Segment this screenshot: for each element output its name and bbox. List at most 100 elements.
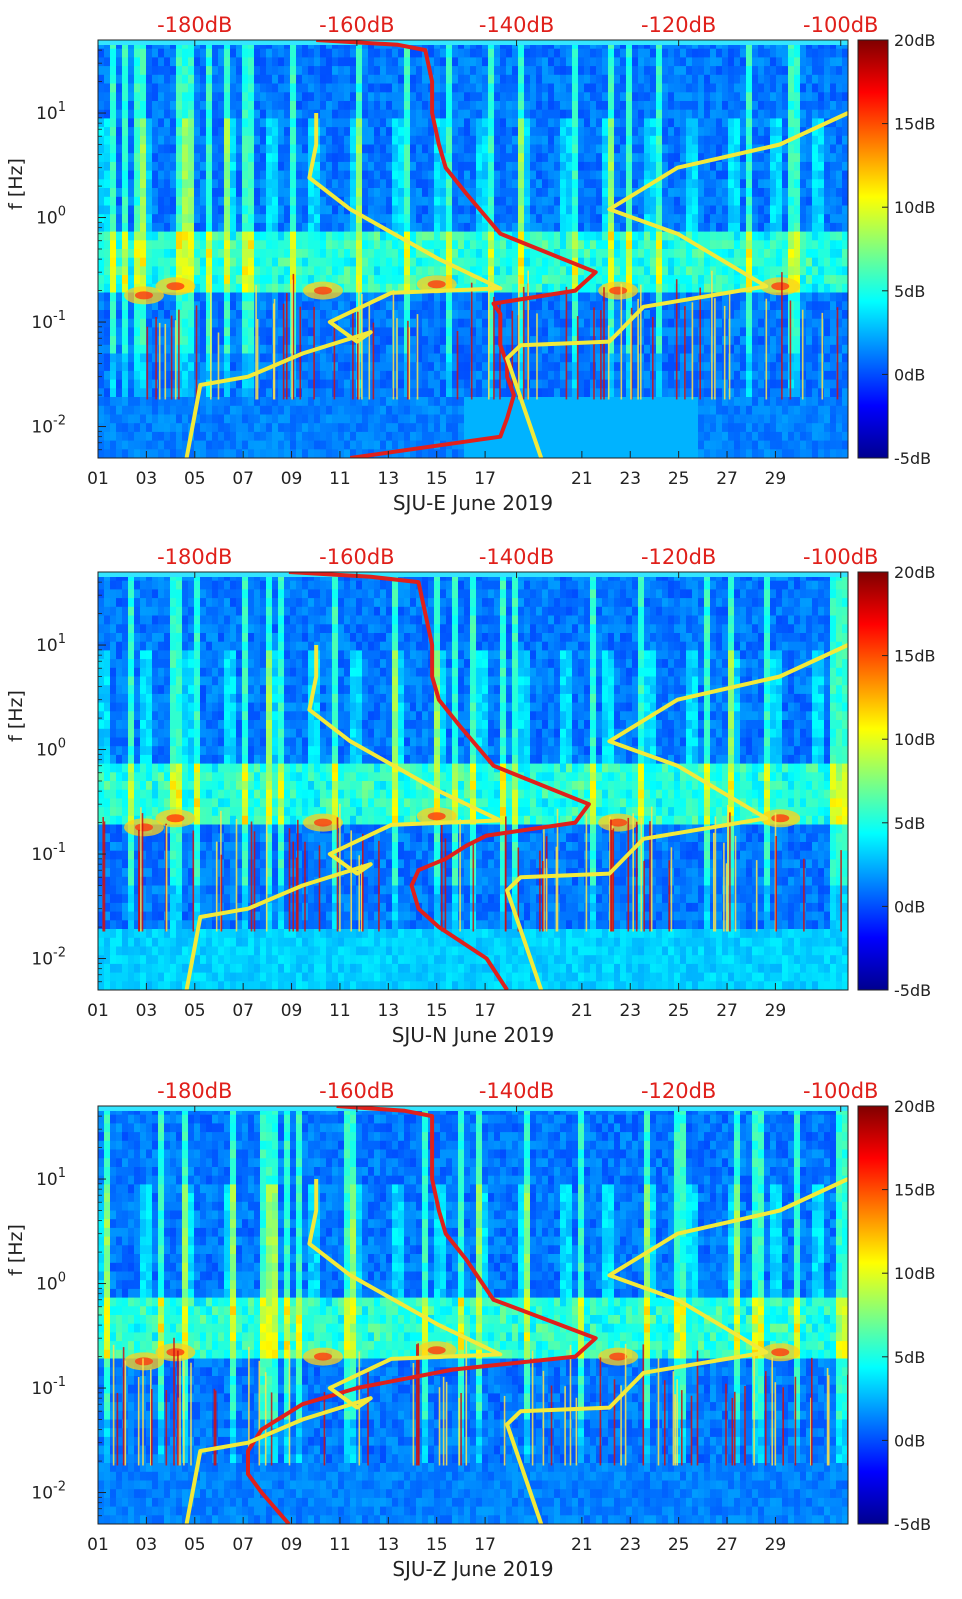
x-tick-label: 05 xyxy=(184,1001,206,1021)
nlnm-curve xyxy=(184,1179,503,1524)
nlnm-curve xyxy=(184,113,503,458)
nhnm-curve xyxy=(505,643,848,990)
top-db-tick-label: -180dB xyxy=(157,545,232,569)
top-db-tick-label: -140dB xyxy=(479,1079,554,1103)
top-db-tick-label: -120dB xyxy=(641,545,716,569)
top-db-tick-label: -180dB xyxy=(157,13,232,37)
colorbar-tick-label: -5dB xyxy=(894,1515,931,1534)
x-tick-label: 07 xyxy=(232,469,254,489)
x-tick-label: 25 xyxy=(668,1001,690,1021)
x-tick-label: 21 xyxy=(571,1001,593,1021)
x-tick-label: 23 xyxy=(619,469,641,489)
x-tick-label: 03 xyxy=(136,469,158,489)
x-tick-label: 21 xyxy=(571,1535,593,1555)
median-psd-curve xyxy=(246,1106,598,1524)
top-db-tick-label: -160dB xyxy=(319,1079,394,1103)
x-tick-label: 01 xyxy=(87,469,109,489)
x-tick-label: 13 xyxy=(378,1535,400,1555)
colorbar-tick-label: 15dB xyxy=(894,647,936,666)
x-tick-label: 27 xyxy=(716,1535,738,1555)
top-db-tick-label: -160dB xyxy=(319,545,394,569)
y-tick-label: 10-2 xyxy=(31,414,66,438)
median-psd-curve xyxy=(288,572,591,990)
colorbar-tick-label: 20dB xyxy=(894,1097,936,1116)
x-tick-label: 01 xyxy=(87,1001,109,1021)
x-axis-label: SJU-N June 2019 xyxy=(392,1023,555,1047)
x-tick-label: 13 xyxy=(378,469,400,489)
top-db-tick-label: -100dB xyxy=(803,545,878,569)
colorbar-tick-label: 0dB xyxy=(894,365,925,384)
colorbar-tick-label: -5dB xyxy=(894,449,931,468)
x-tick-label: 01 xyxy=(87,1535,109,1555)
y-axis-label: f [Hz] xyxy=(5,1224,27,1276)
x-tick-label: 13 xyxy=(378,1001,400,1021)
x-tick-label: 07 xyxy=(232,1001,254,1021)
top-db-tick-label: -120dB xyxy=(641,13,716,37)
colorbar-tick-label: 0dB xyxy=(894,897,925,916)
nlnm-curve xyxy=(184,645,503,990)
y-tick-label: 100 xyxy=(36,737,66,761)
y-tick-label: 101 xyxy=(36,100,66,124)
x-tick-label: 21 xyxy=(571,469,593,489)
x-tick-label: 03 xyxy=(136,1001,158,1021)
nhnm-curve xyxy=(505,1177,848,1524)
y-tick-label: 101 xyxy=(36,632,66,656)
colorbar-tick-label: 15dB xyxy=(894,1181,936,1200)
spectrogram-panel: 01 03 05 07 09 11 13 15 17 21 23 25 27 29 -180dB -160dB… xyxy=(5,13,936,515)
x-tick-label: 29 xyxy=(765,469,787,489)
spectrogram-panel: 01 03 05 07 09 11 13 15 17 21 23 25 27 29 -180dB -160dB… xyxy=(5,1079,936,1581)
nhnm-curve xyxy=(505,111,848,458)
colorbar: -5dB 0dB 5dB 10dB 15dB 20dB xyxy=(857,1097,936,1534)
x-axis-label: SJU-Z June 2019 xyxy=(392,1557,553,1581)
y-axis-label: f [Hz] xyxy=(5,690,27,742)
colorbar-tick-label: 10dB xyxy=(894,1264,936,1283)
y-tick-label: 10-1 xyxy=(31,309,66,333)
colorbar-tick-label: 5dB xyxy=(894,1348,925,1367)
y-tick-label: 10-2 xyxy=(31,1480,66,1504)
heatmap-image xyxy=(98,40,848,458)
x-tick-label: 27 xyxy=(716,1001,738,1021)
top-db-tick-label: -140dB xyxy=(479,13,554,37)
x-tick-label: 15 xyxy=(426,469,448,489)
x-tick-label: 17 xyxy=(474,469,496,489)
x-tick-label: 11 xyxy=(329,1535,351,1555)
colorbar-tick-label: 20dB xyxy=(894,31,936,50)
heatmap-image xyxy=(98,1106,848,1524)
spectrogram-panel: 01 03 05 07 09 11 13 15 17 21 23 25 27 29 -180dB -160dB… xyxy=(5,545,936,1047)
x-tick-label: 17 xyxy=(474,1001,496,1021)
x-tick-label: 09 xyxy=(281,469,303,489)
x-tick-label: 11 xyxy=(329,469,351,489)
y-tick-label: 10-1 xyxy=(31,1375,66,1399)
top-db-tick-label: -120dB xyxy=(641,1079,716,1103)
colorbar-tick-label: -5dB xyxy=(894,981,931,1000)
x-tick-label: 17 xyxy=(474,1535,496,1555)
x-axis-label: SJU-E June 2019 xyxy=(393,491,553,515)
colorbar-tick-label: 10dB xyxy=(894,198,936,217)
colorbar-tick-label: 5dB xyxy=(894,814,925,833)
x-tick-label: 29 xyxy=(765,1535,787,1555)
x-tick-label: 23 xyxy=(619,1535,641,1555)
top-db-tick-label: -160dB xyxy=(319,13,394,37)
y-tick-label: 101 xyxy=(36,1166,66,1190)
top-db-tick-label: -140dB xyxy=(479,545,554,569)
x-tick-label: 15 xyxy=(426,1001,448,1021)
colorbar-tick-label: 15dB xyxy=(894,115,936,134)
top-db-tick-label: -100dB xyxy=(803,13,878,37)
x-tick-label: 05 xyxy=(184,469,206,489)
x-tick-label: 11 xyxy=(329,1001,351,1021)
y-tick-label: 10-2 xyxy=(31,946,66,970)
colorbar-tick-label: 5dB xyxy=(894,282,925,301)
colorbar-tick-label: 0dB xyxy=(894,1431,925,1450)
colorbar: -5dB 0dB 5dB 10dB 15dB 20dB xyxy=(857,31,936,468)
x-tick-label: 25 xyxy=(668,1535,690,1555)
heatmap-image xyxy=(98,572,848,990)
x-tick-label: 27 xyxy=(716,469,738,489)
x-tick-label: 29 xyxy=(765,1001,787,1021)
y-tick-label: 100 xyxy=(36,205,66,229)
x-tick-label: 23 xyxy=(619,1001,641,1021)
x-tick-label: 05 xyxy=(184,1535,206,1555)
x-tick-label: 25 xyxy=(668,469,690,489)
x-tick-label: 03 xyxy=(136,1535,158,1555)
colorbar-tick-label: 20dB xyxy=(894,563,936,582)
top-db-tick-label: -100dB xyxy=(803,1079,878,1103)
